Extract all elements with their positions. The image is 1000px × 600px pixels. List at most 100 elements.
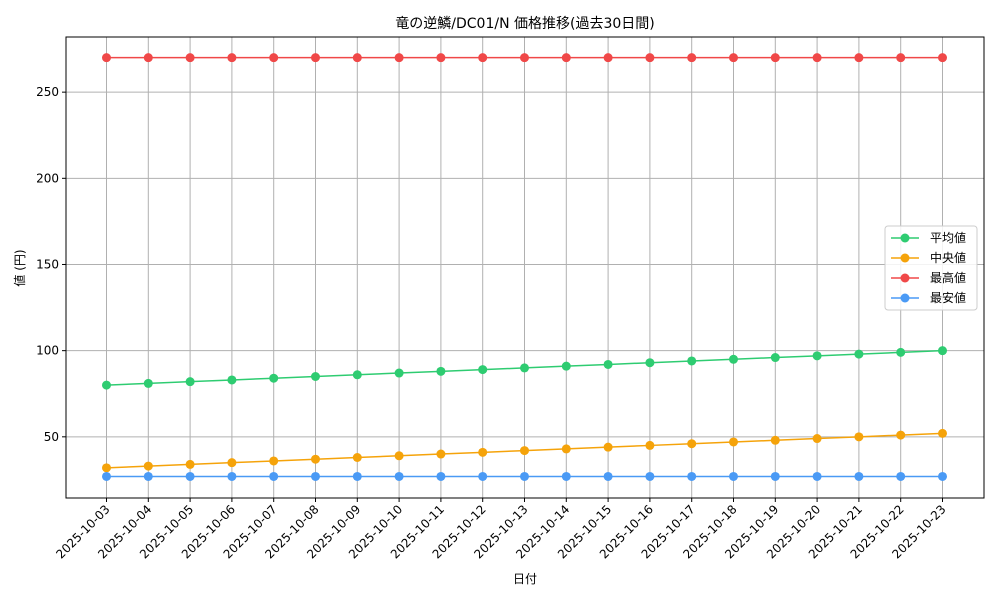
series-3	[102, 471, 947, 481]
data-point	[478, 447, 488, 457]
data-point	[185, 459, 195, 469]
data-point	[896, 430, 906, 440]
legend-label: 中央値	[930, 250, 966, 265]
data-point	[938, 53, 947, 63]
data-point	[352, 471, 362, 481]
data-point	[394, 471, 404, 481]
legend-swatch-marker	[900, 233, 910, 243]
y-axis-label: 値 (円)	[12, 249, 27, 286]
data-point	[311, 454, 320, 464]
data-point	[520, 53, 529, 63]
data-point	[520, 446, 529, 456]
data-point	[311, 372, 320, 382]
data-point	[729, 354, 738, 364]
axes: 2025-10-032025-10-042025-10-052025-10-06…	[36, 85, 949, 561]
data-point	[938, 346, 947, 356]
data-point	[561, 471, 571, 481]
data-point	[645, 53, 655, 63]
data-point	[143, 53, 153, 63]
chart-title: 竜の逆鱗/DC01/N 価格推移(過去30日間)	[395, 15, 654, 32]
data-point	[896, 347, 906, 357]
legend-item: 最安値	[891, 290, 966, 305]
data-point	[269, 471, 279, 481]
data-point	[812, 471, 822, 481]
data-point	[478, 53, 488, 63]
data-point	[185, 53, 195, 63]
data-point	[896, 53, 906, 63]
data-point	[603, 471, 613, 481]
data-point	[520, 363, 529, 373]
data-point	[436, 53, 446, 63]
legend-swatch-marker	[900, 293, 910, 303]
data-point	[394, 53, 404, 63]
data-point	[770, 53, 780, 63]
data-point	[143, 471, 153, 481]
data-point	[436, 449, 446, 459]
data-point	[561, 444, 571, 454]
data-point	[102, 53, 111, 63]
data-point	[687, 439, 697, 449]
data-point	[645, 358, 655, 368]
data-point	[102, 463, 111, 473]
data-point	[102, 471, 111, 481]
legend-item: 最高値	[891, 270, 966, 285]
data-point	[436, 471, 446, 481]
y-tick-label: 250	[36, 85, 59, 99]
data-point	[687, 356, 697, 366]
y-tick-label: 200	[36, 171, 59, 185]
data-point	[645, 440, 655, 450]
series-layer	[102, 53, 947, 481]
legend-item: 平均値	[891, 230, 966, 245]
legend-label: 最高値	[930, 270, 966, 285]
data-point	[352, 53, 362, 63]
data-point	[143, 378, 153, 388]
data-point	[561, 361, 571, 371]
data-point	[687, 471, 697, 481]
data-point	[227, 458, 237, 468]
x-axis-label: 日付	[513, 572, 537, 586]
legend-label: 平均値	[930, 230, 966, 245]
data-point	[478, 471, 488, 481]
data-point	[436, 366, 446, 376]
legend-swatch-marker	[900, 273, 910, 283]
data-point	[938, 428, 947, 438]
data-point	[269, 456, 279, 466]
grid	[66, 37, 984, 498]
y-tick-label: 50	[44, 430, 59, 444]
data-point	[770, 471, 780, 481]
data-point	[854, 432, 864, 442]
data-point	[227, 471, 237, 481]
data-point	[394, 451, 404, 461]
data-point	[352, 370, 362, 380]
data-point	[102, 380, 111, 390]
data-point	[896, 471, 906, 481]
series-1	[102, 428, 947, 473]
data-point	[227, 53, 237, 63]
y-tick-label: 100	[36, 344, 59, 358]
data-point	[603, 53, 613, 63]
data-point	[520, 471, 529, 481]
legend-box	[884, 225, 978, 311]
data-point	[561, 53, 571, 63]
data-point	[645, 471, 655, 481]
data-point	[394, 368, 404, 378]
data-point	[478, 365, 488, 375]
legend-label: 最安値	[930, 290, 966, 305]
legend-item: 中央値	[891, 250, 966, 265]
data-point	[311, 471, 320, 481]
data-point	[854, 53, 864, 63]
data-point	[269, 373, 279, 383]
data-point	[812, 351, 822, 361]
series-2	[102, 53, 947, 63]
data-point	[812, 434, 822, 444]
data-point	[603, 359, 613, 369]
data-point	[185, 377, 195, 387]
data-point	[687, 53, 697, 63]
data-point	[352, 453, 362, 463]
data-point	[227, 375, 237, 385]
data-point	[603, 442, 613, 452]
data-point	[143, 461, 153, 471]
legend-swatch-marker	[900, 253, 910, 263]
